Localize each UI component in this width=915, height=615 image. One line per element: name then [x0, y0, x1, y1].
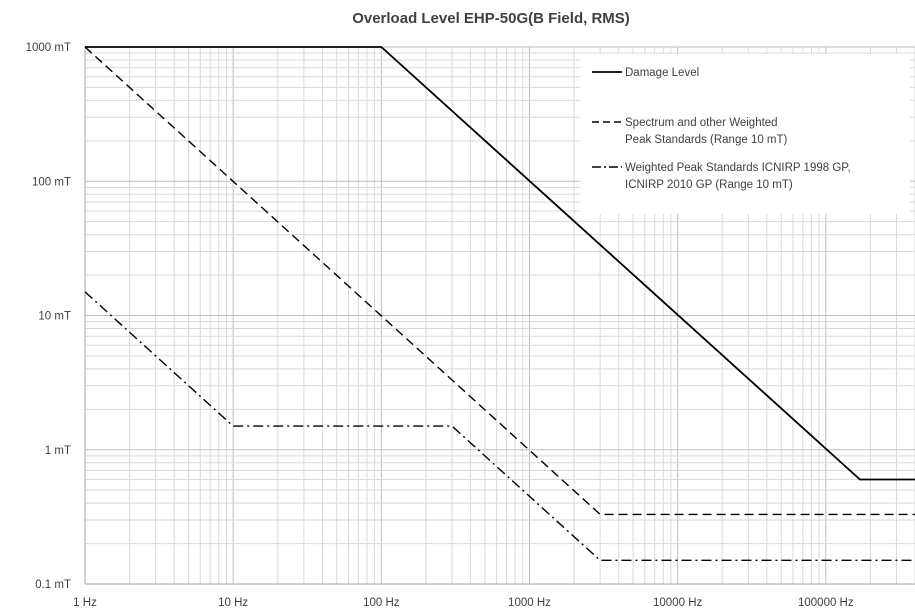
y-tick-label: 0.1 mT: [35, 579, 71, 591]
x-tick-label: 100000 Hz: [798, 597, 854, 609]
legend-label: Damage Level: [625, 67, 699, 79]
y-tick-label: 1 mT: [45, 445, 71, 457]
x-tick-label: 100 Hz: [363, 597, 400, 609]
x-tick-label: 10000 Hz: [653, 597, 702, 609]
y-tick-label: 1000 mT: [26, 42, 71, 54]
legend-box: [580, 54, 910, 214]
y-tick-label: 100 mT: [32, 176, 71, 188]
y-tick-label: 10 mT: [38, 311, 71, 323]
series-line-solid: [85, 46, 915, 481]
grid: [84, 46, 915, 585]
series-line-dashdot: [84, 291, 915, 562]
x-tick-label: 1000 Hz: [508, 597, 551, 609]
chart-title: Overload Level EHP-50G(B Field, RMS): [352, 10, 630, 27]
legend: Damage Level Spectrum and other Weighted P…: [580, 54, 910, 214]
legend-label: Weighted Peak Standards ICNIRP 1998 GP,: [625, 162, 851, 174]
axes: 1 Hz 10 Hz 100 Hz 1000 Hz 10000 Hz 100000 Hz 0…: [26, 42, 915, 609]
legend-label: Peak Standards (Range 10 mT): [625, 134, 788, 146]
series-line-dashed: [84, 46, 915, 516]
x-tick-label: 1 Hz: [73, 597, 97, 609]
legend-label: ICNIRP 2010 GP (Range 10 mT): [625, 179, 793, 191]
x-tick-label: 10 Hz: [218, 597, 248, 609]
legend-label: Spectrum and other Weighted: [625, 117, 778, 129]
series-lines: [84, 46, 915, 562]
